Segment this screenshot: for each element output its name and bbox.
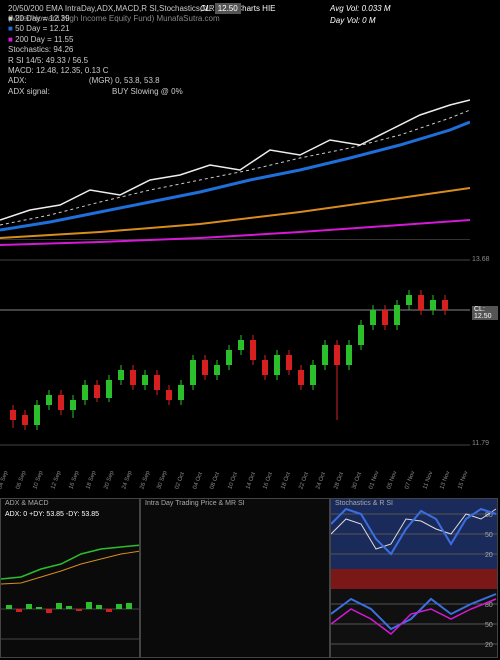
d50-label: 50 Day = 12.21 <box>15 24 69 33</box>
sub-panels: ADX & MACD ADX: 0 +DY: 53.85 -DY: 53.85 … <box>0 498 500 658</box>
adx-macd-panel: ADX & MACD ADX: 0 +DY: 53.85 -DY: 53.85 <box>0 498 140 658</box>
cl-display: CL: 12.50 <box>200 4 241 13</box>
price-axis: 13.68 CL: 12.50 11.79 <box>472 250 498 460</box>
header-left: 20/50/200 EMA IntraDay,ADX,MACD,R SI,Sto… <box>8 4 215 14</box>
svg-text:20: 20 <box>485 552 493 559</box>
date-axis: 04 Sep06 Sep10 Sep12 Sep16 Sep18 Sep20 S… <box>0 462 470 492</box>
d20-label: 20 Day = 12.39 <box>15 14 69 23</box>
rsi-label: R SI 14/5: 49.33 / 56.5 <box>8 56 183 66</box>
ma-chart <box>0 80 470 240</box>
macd-label: MACD: 12.48, 12.35, 0.13 C <box>8 66 183 76</box>
intraday-panel: Intra Day Trading Price & MR SI <box>140 498 330 658</box>
svg-text:50: 50 <box>485 622 493 629</box>
stoch-label: Stochastics: 94.26 <box>8 45 183 55</box>
d200-label: 200 Day = 11.55 <box>15 35 73 44</box>
svg-text:20: 20 <box>485 642 493 649</box>
day-vol: Day Vol: 0 M <box>330 16 376 25</box>
stochastics-panel: Stochastics & R SI 805020805020 <box>330 498 498 658</box>
svg-text:50: 50 <box>485 532 493 539</box>
avg-vol: Avg Vol: 0.033 M <box>330 4 390 13</box>
candle-chart <box>0 250 470 460</box>
